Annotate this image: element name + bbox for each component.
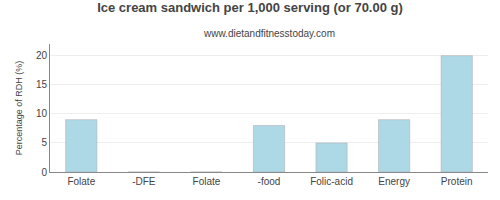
svg-text:www.dietandfitnesstoday.com: www.dietandfitnesstoday.com [203,28,335,39]
svg-text:Folate: Folate [67,176,95,187]
svg-text:0: 0 [41,167,47,178]
svg-text:10: 10 [36,108,48,119]
svg-text:20: 20 [36,50,48,61]
svg-text:Ice cream sandwich per 1,000 s: Ice cream sandwich per 1,000 serving (or… [97,0,403,15]
svg-text:15: 15 [36,79,48,90]
svg-text:Protein: Protein [441,176,473,187]
svg-text:Folate: Folate [193,176,221,187]
svg-text:Percentage of RDH (%): Percentage of RDH (%) [14,61,24,156]
svg-text:-DFE: -DFE [132,176,156,187]
svg-text:-food: -food [258,176,281,187]
svg-text:5: 5 [41,137,47,148]
svg-text:Folic-acid: Folic-acid [310,176,353,187]
svg-text:Energy: Energy [378,176,410,187]
